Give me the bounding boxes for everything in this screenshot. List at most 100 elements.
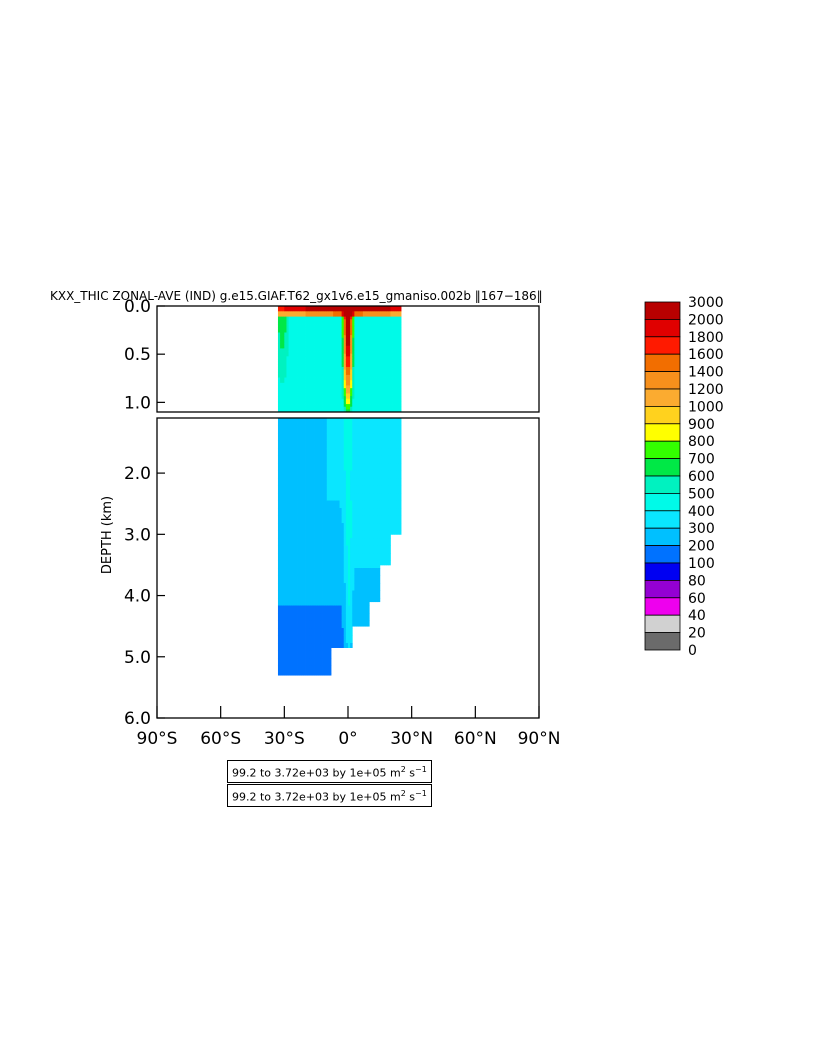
field-cell (398, 418, 402, 426)
field-cell (364, 485, 368, 494)
field-cell (377, 470, 381, 479)
field-cell (358, 515, 362, 524)
field-cell (282, 359, 285, 363)
field-cell (377, 404, 381, 408)
field-cell (288, 374, 292, 378)
field-cell (341, 356, 345, 360)
colorbar-swatch (644, 614, 681, 634)
field-cell (360, 343, 364, 347)
field-cell (341, 433, 345, 441)
field-cell (292, 418, 296, 426)
field-cell (320, 324, 323, 328)
field-cell (320, 425, 323, 434)
field-cell (280, 353, 283, 357)
field-cell (339, 308, 343, 312)
field-cell (326, 650, 330, 659)
field-cell (307, 598, 311, 606)
field-cell (288, 493, 292, 501)
field-cell (294, 332, 298, 336)
field-cell (318, 401, 321, 405)
field-cell (343, 470, 347, 479)
field-cell (386, 321, 389, 325)
field-cell (311, 319, 315, 323)
field-cell (305, 620, 309, 629)
field-cell (384, 515, 387, 524)
field-cell (331, 372, 334, 376)
field-cell (350, 455, 353, 464)
field-cell (354, 583, 357, 591)
field-cell (375, 306, 379, 310)
field-cell (288, 478, 292, 486)
field-cell (286, 380, 289, 384)
field-cell (345, 398, 349, 402)
field-cell (320, 359, 323, 363)
field-cell (299, 553, 302, 561)
field-cell (377, 329, 381, 333)
field-cell (379, 385, 383, 389)
field-cell (307, 583, 311, 591)
field-cell (362, 393, 366, 397)
field-cell (381, 500, 385, 509)
field-cell (326, 463, 330, 471)
field-cell (386, 324, 389, 328)
field-cell (379, 448, 383, 456)
field-cell (386, 382, 389, 386)
field-cell (297, 390, 300, 394)
field-cell (301, 313, 304, 317)
field-cell (320, 515, 323, 524)
field-cell (328, 613, 332, 621)
field-cell (297, 313, 300, 317)
field-cell (396, 324, 400, 328)
field-cell (284, 478, 287, 486)
field-cell (299, 327, 302, 331)
field-cell (379, 364, 383, 368)
field-cell (297, 356, 300, 360)
field-cell (371, 356, 374, 360)
field-cell (343, 560, 347, 569)
field-cell (284, 613, 287, 621)
field-cell (371, 583, 374, 591)
field-cell (322, 620, 326, 629)
field-cell (299, 409, 302, 413)
field-cell (297, 316, 300, 320)
field-cell (307, 321, 311, 325)
field-cell (328, 343, 332, 347)
field-cell (294, 329, 298, 333)
field-cell (398, 369, 402, 373)
field-cell (282, 448, 285, 456)
field-cell (358, 345, 362, 349)
field-cell (320, 598, 323, 606)
field-cell (299, 390, 302, 394)
field-cell (294, 382, 298, 386)
field-cell (367, 553, 370, 561)
field-cell (381, 396, 385, 400)
field-cell (280, 406, 283, 410)
field-cell (294, 345, 298, 349)
field-cell (294, 366, 298, 370)
field-cell (356, 560, 360, 569)
field-cell (343, 508, 347, 516)
field-cell (379, 553, 383, 561)
field-cell (297, 418, 300, 426)
field-cell (379, 380, 383, 384)
field-cell (364, 440, 368, 449)
field-cell (333, 353, 336, 357)
field-cell (303, 316, 306, 320)
field-cell (369, 332, 372, 336)
field-cell (348, 493, 351, 501)
field-cell (299, 356, 302, 360)
field-cell (320, 440, 323, 449)
field-cell (292, 470, 296, 479)
field-cell (367, 359, 370, 363)
field-cell (299, 425, 302, 434)
field-cell (352, 538, 355, 546)
field-cell (331, 620, 334, 629)
field-cell (392, 409, 396, 413)
field-cell (328, 620, 332, 629)
field-cell (358, 316, 362, 320)
field-cell (314, 388, 317, 392)
field-cell (354, 335, 357, 339)
field-cell (320, 329, 323, 333)
field-cell (398, 377, 402, 381)
field-cell (303, 575, 306, 584)
